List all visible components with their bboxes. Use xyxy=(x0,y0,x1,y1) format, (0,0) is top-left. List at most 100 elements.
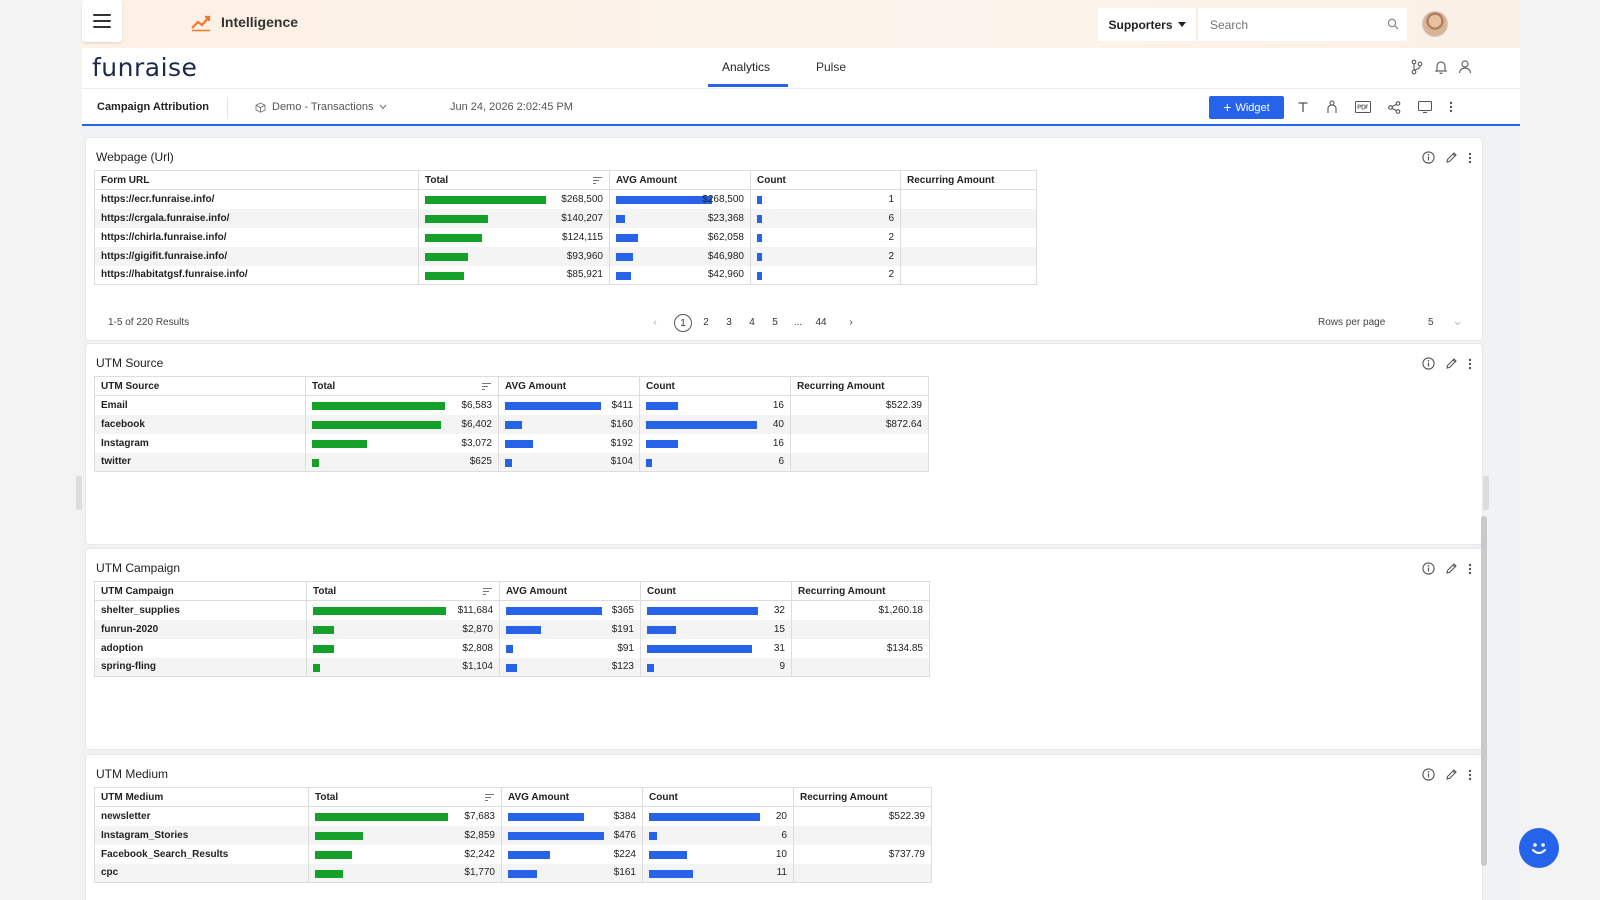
edit-pencil-icon[interactable] xyxy=(1445,562,1458,575)
page-5[interactable]: 5 xyxy=(772,317,778,328)
table-row[interactable]: https://ecr.funraise.info/ $268,500 $268,5… xyxy=(94,189,1037,209)
row-label[interactable]: cpc xyxy=(94,863,309,883)
bell-icon[interactable] xyxy=(1434,59,1448,75)
page-44[interactable]: 44 xyxy=(815,317,827,328)
column-header[interactable]: Recurring Amount xyxy=(791,581,930,601)
filter-person-icon[interactable] xyxy=(1326,100,1338,114)
tab-pulse[interactable]: Pulse xyxy=(816,60,847,74)
chevron-down-icon[interactable] xyxy=(1454,321,1461,326)
share-icon[interactable] xyxy=(1388,100,1401,114)
sort-icon[interactable] xyxy=(482,587,493,596)
edit-pencil-icon[interactable] xyxy=(1445,151,1458,164)
info-icon[interactable] xyxy=(1422,768,1435,781)
column-header[interactable]: AVG Amount xyxy=(609,170,751,190)
table-row[interactable]: https://gigifit.funraise.info/ $93,960 $46… xyxy=(94,246,1037,266)
column-header[interactable]: Count xyxy=(642,787,794,807)
table-row[interactable]: https://habitatgsf.funraise.info/ $85,921… xyxy=(94,265,1037,285)
page-2[interactable]: 2 xyxy=(703,317,709,328)
vertical-scrollbar[interactable] xyxy=(1481,516,1487,866)
column-header[interactable]: Total xyxy=(418,170,610,190)
sort-icon[interactable] xyxy=(592,176,603,185)
search-input[interactable] xyxy=(1198,8,1368,41)
chat-support-button[interactable] xyxy=(1519,828,1559,868)
column-header[interactable]: AVG Amount xyxy=(498,376,640,396)
column-header[interactable]: Recurring Amount xyxy=(793,787,932,807)
edit-pencil-icon[interactable] xyxy=(1445,357,1458,370)
supporters-dropdown[interactable]: Supporters xyxy=(1098,8,1196,41)
table-row[interactable]: newsletter $7,683 $384 20 $522.39 xyxy=(94,806,932,826)
row-label[interactable]: Email xyxy=(94,395,306,415)
pdf-icon[interactable] xyxy=(1355,101,1371,113)
table-row[interactable]: adoption $2,808 $91 31 $134.85 xyxy=(94,638,930,658)
text-icon[interactable] xyxy=(1297,101,1309,113)
row-label[interactable]: shelter_supplies xyxy=(94,600,307,620)
info-icon[interactable] xyxy=(1422,151,1435,164)
row-label[interactable]: Facebook_Search_Results xyxy=(94,844,309,864)
row-label[interactable]: Instagram xyxy=(94,433,306,453)
branch-icon[interactable] xyxy=(1410,59,1424,75)
table-row[interactable]: Facebook_Search_Results $2,242 $224 10 $737.… xyxy=(94,844,932,864)
column-header[interactable]: Recurring Amount xyxy=(900,170,1037,190)
table-row[interactable]: twitter $625 $104 6 xyxy=(94,452,929,472)
table-row[interactable]: https://crgala.funraise.info/ $140,207 $23… xyxy=(94,208,1037,228)
funraise-logo[interactable]: funraise xyxy=(92,53,198,82)
table-row[interactable]: shelter_supplies $11,684 $365 32 $1,260.18 xyxy=(94,600,930,620)
column-header[interactable]: AVG Amount xyxy=(499,581,641,601)
rows-per-page-select[interactable]: 5 xyxy=(1428,317,1434,328)
column-header[interactable]: Form URL xyxy=(94,170,419,190)
table-row[interactable]: spring-fling $1,104 $123 9 xyxy=(94,657,930,677)
add-widget-button[interactable]: + Widget xyxy=(1209,96,1284,119)
user-icon[interactable] xyxy=(1458,59,1472,75)
data-source-selector[interactable]: Demo - Transactions xyxy=(255,101,387,113)
column-header[interactable]: Recurring Amount xyxy=(790,376,929,396)
more-vertical-icon[interactable] xyxy=(1468,769,1472,781)
row-label[interactable]: https://crgala.funraise.info/ xyxy=(94,208,419,228)
column-header[interactable]: UTM Medium xyxy=(94,787,309,807)
table-row[interactable]: Instagram $3,072 $192 16 xyxy=(94,433,929,453)
tab-analytics[interactable]: Analytics xyxy=(722,60,771,74)
info-icon[interactable] xyxy=(1422,357,1435,370)
left-collapse-handle[interactable] xyxy=(76,476,82,510)
info-icon[interactable] xyxy=(1422,562,1435,575)
page-3[interactable]: 3 xyxy=(726,317,732,328)
more-vertical-icon[interactable] xyxy=(1468,358,1472,370)
row-label[interactable]: twitter xyxy=(94,452,306,472)
page-4[interactable]: 4 xyxy=(749,317,755,328)
table-row[interactable]: funrun-2020 $2,870 $191 15 xyxy=(94,619,930,639)
present-icon[interactable] xyxy=(1418,101,1432,113)
column-header[interactable]: AVG Amount xyxy=(501,787,643,807)
sort-icon[interactable] xyxy=(484,793,495,802)
right-collapse-handle[interactable] xyxy=(1483,476,1489,510)
column-header[interactable]: Count xyxy=(750,170,901,190)
column-header[interactable]: Count xyxy=(640,581,792,601)
edit-pencil-icon[interactable] xyxy=(1445,768,1458,781)
column-header[interactable]: Total xyxy=(308,787,502,807)
more-vertical-icon[interactable] xyxy=(1468,563,1472,575)
more-vertical-icon[interactable] xyxy=(1468,152,1472,164)
column-header[interactable]: Count xyxy=(639,376,791,396)
column-header[interactable]: UTM Campaign xyxy=(94,581,307,601)
row-label[interactable]: funrun-2020 xyxy=(94,619,307,639)
sort-icon[interactable] xyxy=(481,382,492,391)
row-label[interactable]: Instagram_Stories xyxy=(94,825,309,845)
row-label[interactable]: facebook xyxy=(94,414,306,434)
page-1[interactable]: 1 xyxy=(674,314,692,332)
column-header[interactable]: UTM Source xyxy=(94,376,306,396)
table-row[interactable]: facebook $6,402 $160 40 $872.64 xyxy=(94,414,929,434)
more-vertical-icon[interactable] xyxy=(1449,101,1453,113)
row-label[interactable]: https://gigifit.funraise.info/ xyxy=(94,246,419,266)
table-row[interactable]: cpc $1,770 $161 11 xyxy=(94,863,932,883)
table-row[interactable]: Instagram_Stories $2,859 $476 6 xyxy=(94,825,932,845)
search-icon[interactable] xyxy=(1387,18,1399,30)
row-label[interactable]: spring-fling xyxy=(94,657,307,677)
row-label[interactable]: https://ecr.funraise.info/ xyxy=(94,189,419,209)
column-header[interactable]: Total xyxy=(306,581,500,601)
avatar[interactable] xyxy=(1422,11,1448,37)
prev-page-icon[interactable]: ‹ xyxy=(653,317,657,328)
row-label[interactable]: adoption xyxy=(94,638,307,658)
table-row[interactable]: Email $6,583 $411 16 $522.39 xyxy=(94,395,929,415)
row-label[interactable]: newsletter xyxy=(94,806,309,826)
column-header[interactable]: Total xyxy=(305,376,499,396)
row-label[interactable]: https://habitatgsf.funraise.info/ xyxy=(94,265,419,285)
next-page-icon[interactable]: › xyxy=(849,317,853,328)
